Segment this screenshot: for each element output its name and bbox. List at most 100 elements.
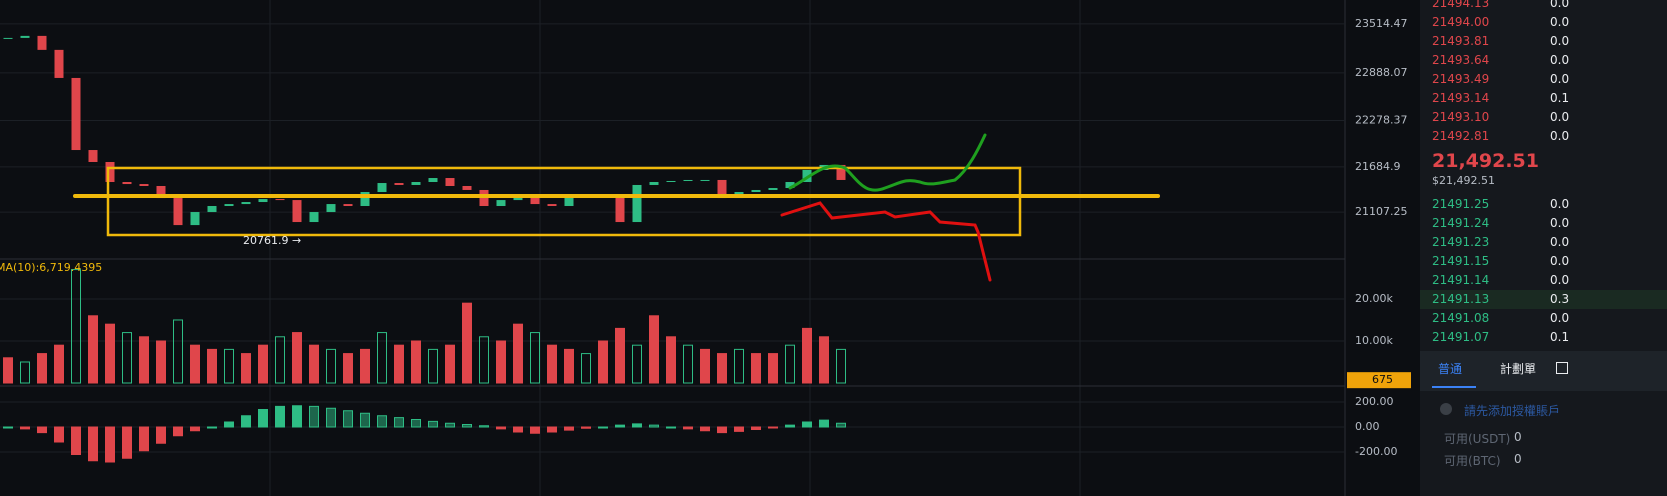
candle: [190, 212, 200, 226]
volume-bar: [20, 361, 30, 384]
macd-bar: [785, 424, 795, 428]
bid-row: 21491.08 0.0: [1420, 309, 1667, 328]
candle: [326, 204, 336, 213]
macd-bar: [411, 419, 421, 428]
volume-bar: [802, 327, 812, 384]
chart: 20761.9 → MA(10):6,719.4395 23514.47 2288…: [0, 0, 1411, 496]
price: 21493.10: [1432, 110, 1490, 124]
macd-bar: [836, 422, 846, 428]
candle: [445, 178, 455, 186]
macd-bar: [37, 426, 47, 434]
candle: [309, 212, 319, 223]
amount: 0.0: [1550, 129, 1570, 143]
volume-bar: [3, 357, 13, 384]
amount: 0.0: [1550, 0, 1570, 10]
y-tick-label: -200.00: [1355, 445, 1397, 458]
bid-row: 21491.25 0.0: [1420, 195, 1667, 214]
marks: [0, 23, 1345, 463]
macd-bar: [343, 410, 353, 428]
bid-row: 21491.14 0.0: [1420, 271, 1667, 290]
candle: [71, 77, 81, 151]
low-label: 20761.9 →: [243, 234, 301, 247]
macd-bar: [3, 426, 13, 429]
volume-bar: [88, 315, 98, 384]
volume-bar: [785, 344, 795, 384]
candle: [649, 182, 659, 185]
volume-ma-label: MA(10):6,719.4395: [0, 261, 102, 274]
y-tick-label: 0.00: [1355, 420, 1380, 433]
y-tick-label: 22888.07: [1355, 66, 1408, 79]
price: 21491.25: [1432, 197, 1490, 211]
macd-bar: [122, 426, 132, 459]
macd-bar: [581, 426, 591, 429]
candle: [241, 202, 251, 205]
price: 21491.23: [1432, 235, 1490, 249]
ask-row: 21494.13 0.0: [1420, 0, 1667, 13]
candle: [428, 178, 438, 183]
macd-bar: [20, 426, 30, 430]
macd-bar: [751, 426, 761, 430]
amount: 0.1: [1550, 330, 1570, 344]
volume-bar: [819, 336, 829, 384]
candle: [513, 196, 523, 201]
tab[interactable]: 計劃單: [1500, 362, 1537, 376]
help-icon[interactable]: [1556, 362, 1568, 374]
amount: 0.0: [1550, 197, 1570, 211]
price: 21491.13: [1432, 292, 1490, 306]
amount: 0.0: [1550, 235, 1570, 249]
ask-row: 21494.00 0.0: [1420, 13, 1667, 32]
candle: [224, 204, 234, 207]
macd-bar: [377, 415, 387, 428]
volume-bar: [717, 353, 727, 384]
macd-bar: [547, 426, 557, 433]
candle: [785, 182, 795, 189]
volume-bar: [479, 336, 489, 384]
tab[interactable]: 普通: [1438, 362, 1463, 376]
price: 21494.13: [1432, 0, 1490, 10]
macd-bar: [530, 426, 540, 434]
candle: [156, 185, 166, 199]
bid-row: 21491.24 0.0: [1420, 214, 1667, 233]
volume-bar: [122, 332, 132, 384]
amount: 0.0: [1550, 254, 1570, 268]
volume-bar: [224, 348, 234, 384]
price: 21491.08: [1432, 311, 1490, 325]
macd-bar: [683, 426, 693, 430]
radio-icon[interactable]: [1440, 403, 1452, 415]
volume-bar: [666, 336, 676, 384]
volume-bar: [360, 348, 370, 384]
candle: [292, 200, 302, 223]
last-price: 21,492.51: [1432, 150, 1539, 172]
candle: [3, 37, 13, 39]
volume-bar: [394, 344, 404, 384]
ask-row: 21493.81 0.0: [1420, 32, 1667, 51]
macd-bar: [496, 426, 506, 430]
candle: [54, 49, 64, 78]
candle: [547, 204, 557, 207]
volume-bar: [649, 315, 659, 384]
candle: [37, 35, 47, 50]
amount: 0.0: [1550, 311, 1570, 325]
last-price-usd: $21,492.51: [1432, 174, 1495, 187]
candle: [394, 183, 404, 185]
volume-bar: [173, 319, 183, 384]
volume-bar: [751, 353, 761, 384]
volume-bar: [496, 340, 506, 384]
label: 可用(USDT): [1444, 432, 1511, 446]
current-volume-label: 675: [1372, 373, 1393, 386]
macd-bar: [309, 405, 319, 428]
y-tick-label: 21107.25: [1355, 205, 1408, 218]
macd-bar: [802, 421, 812, 428]
price: 21492.81: [1432, 129, 1490, 143]
volume-bar: [156, 340, 166, 384]
volume-bar: [37, 353, 47, 384]
macd-bar: [258, 409, 268, 428]
macd-bar: [649, 424, 659, 428]
macd-bar: [564, 426, 574, 431]
volume-bar: [377, 332, 387, 384]
candle: [564, 197, 574, 207]
candle: [207, 206, 217, 213]
ask-row: 21492.81 0.0: [1420, 127, 1667, 146]
macd-bar: [326, 407, 336, 428]
volume-bar: [632, 344, 642, 384]
